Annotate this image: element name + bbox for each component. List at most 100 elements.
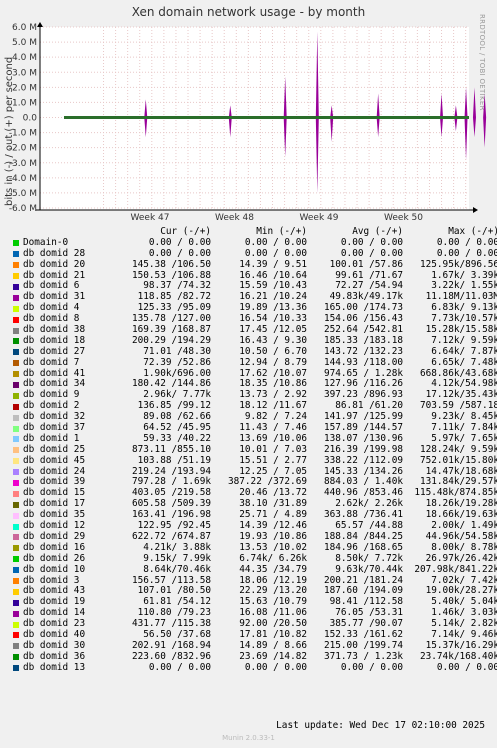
legend-avg-value: 215.00 /199.74 <box>323 639 403 651</box>
legend-max-value: 131.84k/29.57k <box>419 476 497 488</box>
y-tick-label: -5.0 M <box>9 189 37 199</box>
legend-cur-value: 169.39 /168.87 <box>131 324 211 336</box>
legend-avg-value: 252.64 /542.81 <box>323 324 403 336</box>
legend-row: db domid 36 223.60 /832.96 23.69 /14.82 371… <box>10 650 497 663</box>
legend-min-value: 9.82 / 7.24 <box>244 411 307 423</box>
legend-series-name: db domid 14 <box>23 607 86 619</box>
legend-swatch <box>13 643 19 650</box>
legend-avg-value: 200.21 /181.24 <box>323 574 403 586</box>
legend-row: db domid 27 71.01 /48.30 10.50 / 6.70 143.7… <box>10 346 497 358</box>
legend-cur-value: 4.21k/ 3.88k <box>143 541 211 553</box>
legend-row: db domid 34 180.42 /144.86 18.35 /10.86 127… <box>10 379 497 390</box>
legend-series-name: db domid 36 <box>23 650 86 662</box>
y-tick-label: 6.0 M <box>12 23 37 33</box>
legend-max-value: 0.00 / 0.00 <box>436 247 497 259</box>
x-tick-label: Week 50 <box>384 213 423 223</box>
legend-row: db domid 24 219.24 /193.94 12.25 / 7.05 145… <box>10 465 497 478</box>
y-axis-arrow <box>37 22 43 27</box>
legend-cur-value: 98.37 /74.32 <box>143 280 211 292</box>
legend-swatch <box>13 654 19 661</box>
legend-row: db domid 37 64.52 /45.95 11.43 / 7.46 157.8… <box>10 422 497 434</box>
legend-series-name: db domid 3 <box>23 574 80 586</box>
legend-avg-value: 8.50k/ 7.72k <box>335 552 403 564</box>
legend-swatch <box>13 338 19 345</box>
legend-avg-value: 0.00 / 0.00 <box>340 247 403 259</box>
legend-row: db domid 21 150.53 /106.88 16.46 /10.64 99.… <box>10 269 497 282</box>
legend-cur-value: 145.38 /106.50 <box>131 258 211 270</box>
x-axis-arrow <box>473 207 478 213</box>
legend-series-name: db domid 20 <box>23 258 86 270</box>
legend-min-value: 14.89 / 8.66 <box>239 639 307 651</box>
legend-row: db domid 35 163.41 /196.98 25.71 / 4.89 363… <box>10 509 497 521</box>
legend-min-value: 16.54 /10.33 <box>239 313 307 325</box>
y-ticks: 6.0 M 5.0 M 4.0 M 3.0 M 2.0 M 1.0 M 0.0 -1.0 M -… <box>9 23 37 214</box>
legend-cur-value: 59.33 /40.22 <box>143 432 211 444</box>
legend-series-name: db domid 6 <box>23 280 80 292</box>
legend-min-value: 10.01 / 7.03 <box>239 443 307 455</box>
legend-header-cur: Cur (-/+) <box>160 226 211 237</box>
legend-cur-value: 107.01 /80.50 <box>137 585 211 597</box>
legend-avg-value: 187.60 /194.09 <box>323 585 403 597</box>
legend-avg-value: 98.41 /112.58 <box>329 596 403 608</box>
legend-min-value: 38.10 /31.89 <box>239 498 307 510</box>
legend-row: db domid 45 103.88 /51.19 15.51 / 2.77 338.… <box>10 455 497 467</box>
legend-cur-value: 136.85 /99.12 <box>137 400 211 412</box>
legend-swatch <box>13 479 19 486</box>
legend-series-name: db domid 2 <box>23 400 80 412</box>
legend-avg-value: 144.93 /118.00 <box>323 356 403 368</box>
legend-max-value: 4.12k/54.98k <box>431 378 497 390</box>
legend-min-value: 20.46 /13.72 <box>239 487 307 499</box>
legend-swatch <box>13 599 19 606</box>
legend-avg-value: 216.39 /199.98 <box>323 443 403 455</box>
legend-header-avg: Avg (-/+) <box>352 226 403 237</box>
y-tick-label: 1.0 M <box>12 98 37 108</box>
legend-max-value: 15.28k/15.58k <box>425 324 497 336</box>
legend-swatch <box>13 316 19 323</box>
legend-row: db domid 14 110.80 /79.23 16.08 /11.06 76.0… <box>10 607 497 619</box>
legend-series-name: db domid 23 <box>23 618 86 630</box>
legend-series-name: db domid 12 <box>23 520 86 532</box>
traffic-spike <box>228 105 232 138</box>
legend-max-value: 7.73k/10.57k <box>431 313 497 325</box>
legend-swatch <box>13 403 19 410</box>
legend-swatch <box>13 545 19 552</box>
legend-series-name: db domid 37 <box>23 422 86 434</box>
legend-swatch <box>13 425 19 432</box>
legend-series-name: db domid 7 <box>23 356 80 368</box>
legend-cur-value: 61.81 /54.12 <box>143 596 211 608</box>
legend-swatch <box>13 392 19 399</box>
legend-cur-value: 150.53 /106.88 <box>131 269 211 281</box>
legend-series-name: db domid 32 <box>23 411 86 423</box>
legend-avg-value: 86.81 /61.20 <box>335 400 403 412</box>
legend-swatch <box>13 447 19 454</box>
legend-max-value: 1.67k/ 3.39k <box>431 269 497 281</box>
legend-avg-value: 9.63k/70.44k <box>335 563 403 575</box>
legend-max-value: 5.97k/ 7.65k <box>431 432 497 444</box>
legend-avg-value: 371.73 / 1.23k <box>323 650 403 662</box>
legend-avg-value: 184.96 /168.65 <box>323 541 403 553</box>
legend-row: db domid 8 135.78 /127.00 16.54 /10.33 154.… <box>10 313 497 325</box>
y-tick-label: -2.0 M <box>9 144 37 154</box>
legend-min-value: 16.46 /10.64 <box>239 269 307 281</box>
legend-avg-value: 165.00 /174.73 <box>323 302 403 314</box>
legend-min-value: 19.93 /10.86 <box>239 530 307 542</box>
legend-row: db domid 29 622.72 /674.87 19.93 /10.86 188… <box>10 530 497 543</box>
legend-cur-value: 72.39 /52.86 <box>143 356 211 368</box>
legend-series-name: db domid 24 <box>23 465 86 477</box>
legend-series-name: db domid 38 <box>23 324 86 336</box>
legend-series-name: db domid 18 <box>23 334 86 346</box>
legend-swatch <box>13 578 19 584</box>
legend-max-value: 1.46k/ 3.03k <box>431 607 497 619</box>
legend-row: db domid 32 89.08 /62.66 9.82 / 7.24 141.97… <box>10 411 497 423</box>
legend-min-value: 13.69 /10.06 <box>239 432 307 444</box>
legend-row: db domid 12 122.95 /92.45 14.39 /12.46 65.5… <box>10 520 497 532</box>
legend-series-name: db domid 4 <box>23 302 80 314</box>
traffic-spike <box>440 93 444 138</box>
legend-row: db domid 31 118.85 /82.72 16.21 /10.24 49.8… <box>10 291 497 303</box>
legend-series-name: db domid 19 <box>23 596 86 608</box>
legend-row: db domid 2 136.85 /99.12 18.12 /11.67 86.81… <box>10 400 497 412</box>
legend-max-value: 14.47k/18.68k <box>425 465 497 477</box>
legend-cur-value: 403.05 /219.58 <box>131 487 211 499</box>
y-tick-label: -6.0 M <box>9 204 37 214</box>
y-tick-label: 0.0 <box>23 114 38 124</box>
